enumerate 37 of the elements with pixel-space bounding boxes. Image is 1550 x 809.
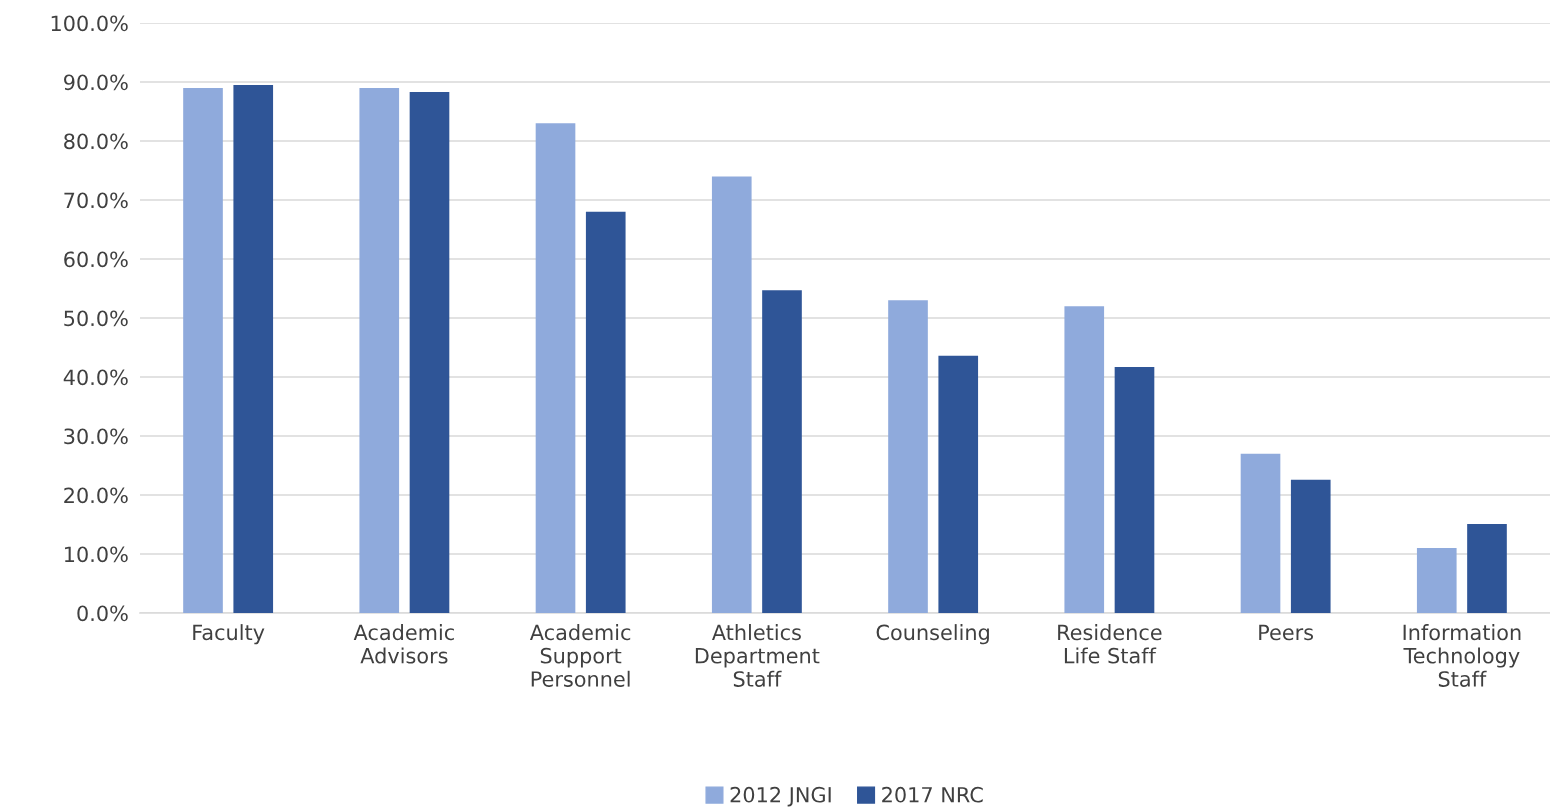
legend-label: 2017 NRC — [882, 786, 983, 803]
bar — [585, 211, 626, 613]
bar — [409, 92, 450, 613]
bar — [359, 87, 400, 613]
bar — [711, 176, 752, 613]
x-tick-label: Academic Advisors — [353, 624, 454, 664]
bar — [1064, 306, 1105, 613]
y-tick-label: 90.0% — [64, 74, 128, 91]
x-tick-label: Information Technology Staff — [1403, 624, 1521, 687]
x-tick-label: Academic Support Personnel — [529, 624, 631, 687]
x-tick-label: Counseling — [876, 624, 989, 645]
x-tick-label: Faculty — [193, 624, 265, 645]
x-tick-label: Residence Life Staff — [1058, 624, 1162, 664]
y-tick-label: 40.0% — [63, 369, 128, 386]
y-tick-label: 100.0% — [51, 15, 128, 32]
bar — [183, 87, 223, 613]
y-tick-label: 10.0% — [65, 546, 128, 563]
bar — [762, 290, 802, 613]
bar — [1290, 479, 1331, 613]
x-tick-label: Peers — [1259, 624, 1314, 641]
bar — [938, 355, 979, 613]
bar — [1416, 548, 1457, 613]
bar — [1240, 453, 1281, 613]
bar — [233, 84, 274, 613]
legend-label: 2012 JNGI — [730, 786, 831, 807]
x-tick-label: Athletics Department Staff — [695, 624, 820, 687]
y-tick-label: 50.0% — [64, 310, 128, 327]
y-tick-label: 30.0% — [64, 428, 128, 445]
y-tick-label: 60.0% — [64, 251, 128, 268]
y-tick-label: 70.0% — [64, 192, 128, 209]
y-tick-label: 80.0% — [64, 133, 128, 150]
y-tick-label: 0.0% — [77, 605, 128, 622]
bar — [888, 300, 928, 613]
y-tick-label: 20.0% — [64, 487, 128, 504]
bar — [535, 123, 576, 613]
bar — [1467, 523, 1507, 613]
bar — [1114, 366, 1155, 613]
